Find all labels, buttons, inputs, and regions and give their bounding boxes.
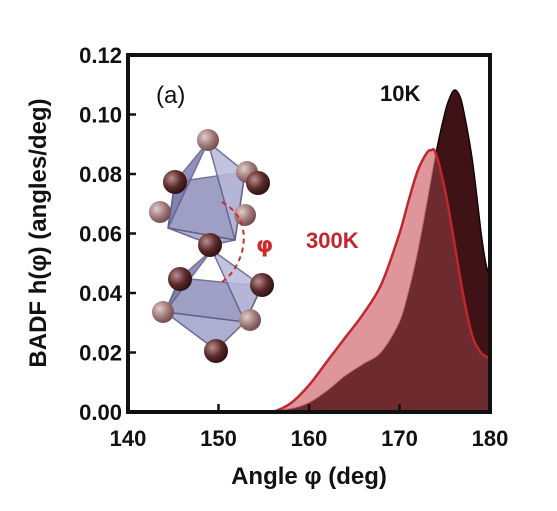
- x-axis-title: Angle φ (deg): [231, 463, 387, 490]
- inset-angle-label: φ: [256, 233, 273, 258]
- y-tick-label: 0.06: [79, 222, 122, 247]
- series-layer: [263, 89, 490, 412]
- series-overlap-area: [263, 90, 490, 412]
- y-tick-label: 0.10: [79, 103, 122, 128]
- y-axis-ticks: 0.00 0.02 0.04 0.06 0.08 0.10 0.12: [79, 43, 136, 425]
- y-axis-title: BADF h(φ) (angles/deg): [25, 98, 52, 367]
- x-tick-label: 180: [472, 426, 509, 451]
- series-label-300k: 300K: [306, 228, 359, 253]
- y-tick-label: 0.04: [79, 281, 123, 306]
- y-tick-label: 0.12: [79, 43, 122, 68]
- x-axis-ticks: 140 150 160 170 180: [110, 404, 509, 451]
- x-tick-label: 140: [110, 426, 147, 451]
- y-tick-label: 0.02: [79, 341, 122, 366]
- series-line-300k: [263, 148, 490, 412]
- panel-label: (a): [156, 82, 185, 109]
- x-tick-label: 150: [200, 426, 237, 451]
- x-tick-label: 160: [291, 426, 328, 451]
- y-tick-label: 0.08: [79, 162, 122, 187]
- y-tick-label: 0.00: [79, 400, 122, 425]
- x-tick-label: 170: [381, 426, 418, 451]
- molecule-inset-illustration: φ: [149, 129, 274, 363]
- series-label-10k: 10K: [380, 81, 420, 106]
